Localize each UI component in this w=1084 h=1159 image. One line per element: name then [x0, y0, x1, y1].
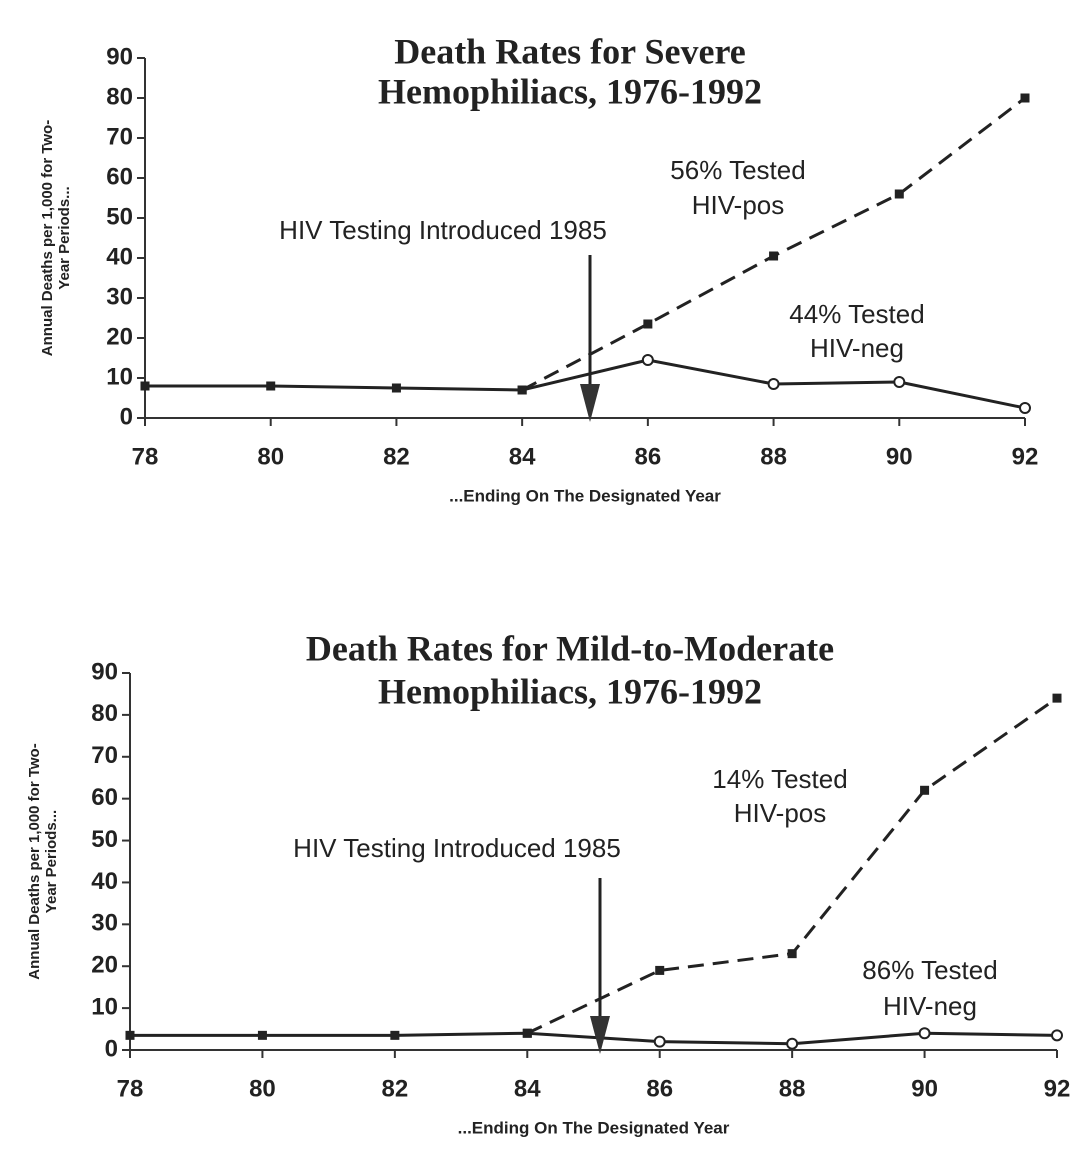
point: [786, 1037, 799, 1050]
point: [643, 319, 653, 329]
y-tick-label: 20: [91, 952, 118, 979]
point: [767, 378, 780, 390]
arrow-head: [590, 1016, 610, 1054]
x-tick-label: 90: [911, 1075, 938, 1102]
y-tick-label: 10: [91, 993, 118, 1020]
point: [655, 965, 665, 975]
annotation: HIV-neg: [810, 333, 904, 363]
x-tick-label: 82: [383, 443, 410, 470]
y-tick-label: 50: [106, 203, 133, 230]
y-tick-label: 70: [91, 742, 118, 769]
point: [257, 1030, 267, 1040]
y-tick-label: 20: [106, 323, 133, 350]
y-tick-label: 50: [91, 826, 118, 853]
y-tick-label: 80: [106, 83, 133, 110]
y-tick-label: 10: [106, 363, 133, 390]
point: [266, 381, 276, 391]
y-axis-label: Year Periods...: [43, 810, 60, 913]
point: [1052, 693, 1062, 703]
chart-title: Death Rates for Severe: [394, 31, 746, 71]
x-tick-label: 78: [117, 1075, 144, 1102]
x-tick-label: 80: [257, 443, 284, 470]
x-tick-label: 84: [514, 1075, 541, 1102]
annotation: HIV-neg: [883, 991, 977, 1021]
point: [653, 1035, 666, 1048]
annotation: 56% Tested: [670, 155, 805, 185]
chart-title: Death Rates for Mild-to-Moderate: [306, 628, 834, 668]
point: [1051, 1029, 1063, 1042]
x-axis-label: ...Ending On The Designated Year: [449, 486, 721, 505]
point: [522, 1028, 532, 1038]
point: [894, 189, 904, 199]
x-tick-label: 82: [382, 1075, 409, 1102]
point: [920, 785, 930, 795]
point: [641, 354, 654, 366]
series-line: [130, 1031, 1058, 1046]
x-tick-label: 90: [886, 443, 913, 470]
annotation: HIV-pos: [734, 798, 827, 828]
x-tick-label: 84: [509, 443, 536, 470]
x-tick-label: 88: [760, 443, 787, 470]
x-tick-label: 86: [646, 1075, 673, 1102]
y-tick-label: 40: [106, 243, 133, 270]
y-axis-label: Year Periods...: [56, 186, 73, 289]
y-tick-label: 80: [91, 700, 118, 727]
point: [517, 385, 527, 395]
point: [390, 1030, 400, 1040]
y-tick-label: 30: [106, 283, 133, 310]
point: [140, 381, 150, 391]
y-tick-label: 0: [105, 1035, 118, 1062]
point: [1020, 93, 1030, 103]
x-tick-label: 80: [249, 1075, 276, 1102]
annotation: HIV Testing Introduced 1985: [293, 833, 621, 863]
x-axis-label: ...Ending On The Designated Year: [458, 1118, 730, 1137]
y-tick-label: 30: [91, 910, 118, 937]
point: [918, 1027, 931, 1040]
y-axis-label: Annual Deaths per 1,000 for Two-: [39, 120, 56, 356]
y-tick-label: 40: [91, 868, 118, 895]
annotation: HIV Testing Introduced 1985: [279, 215, 607, 245]
annotation: HIV-pos: [692, 190, 785, 220]
y-tick-label: 90: [91, 658, 118, 685]
y-axis-label: Annual Deaths per 1,000 for Two-: [26, 743, 43, 979]
point: [787, 949, 797, 959]
point: [893, 376, 906, 388]
x-tick-label: 78: [132, 443, 159, 470]
x-tick-label: 92: [1012, 443, 1039, 470]
arrow-head: [580, 384, 600, 422]
point: [125, 1030, 135, 1040]
x-tick-label: 86: [635, 443, 662, 470]
series-line: [145, 358, 1026, 410]
annotation: 44% Tested: [789, 299, 924, 329]
point: [391, 383, 401, 393]
y-tick-label: 60: [106, 163, 133, 190]
y-tick-label: 70: [106, 123, 133, 150]
x-tick-label: 92: [1044, 1075, 1071, 1102]
x-tick-label: 88: [779, 1075, 806, 1102]
y-tick-label: 90: [106, 43, 133, 70]
chart-title: Hemophiliacs, 1976-1992: [378, 71, 762, 111]
point: [1019, 402, 1031, 414]
point: [769, 251, 779, 261]
y-tick-label: 0: [120, 403, 133, 430]
annotation: 86% Tested: [862, 955, 997, 985]
annotation: 14% Tested: [712, 764, 847, 794]
y-tick-label: 60: [91, 784, 118, 811]
chart-title: Hemophiliacs, 1976-1992: [378, 671, 762, 711]
